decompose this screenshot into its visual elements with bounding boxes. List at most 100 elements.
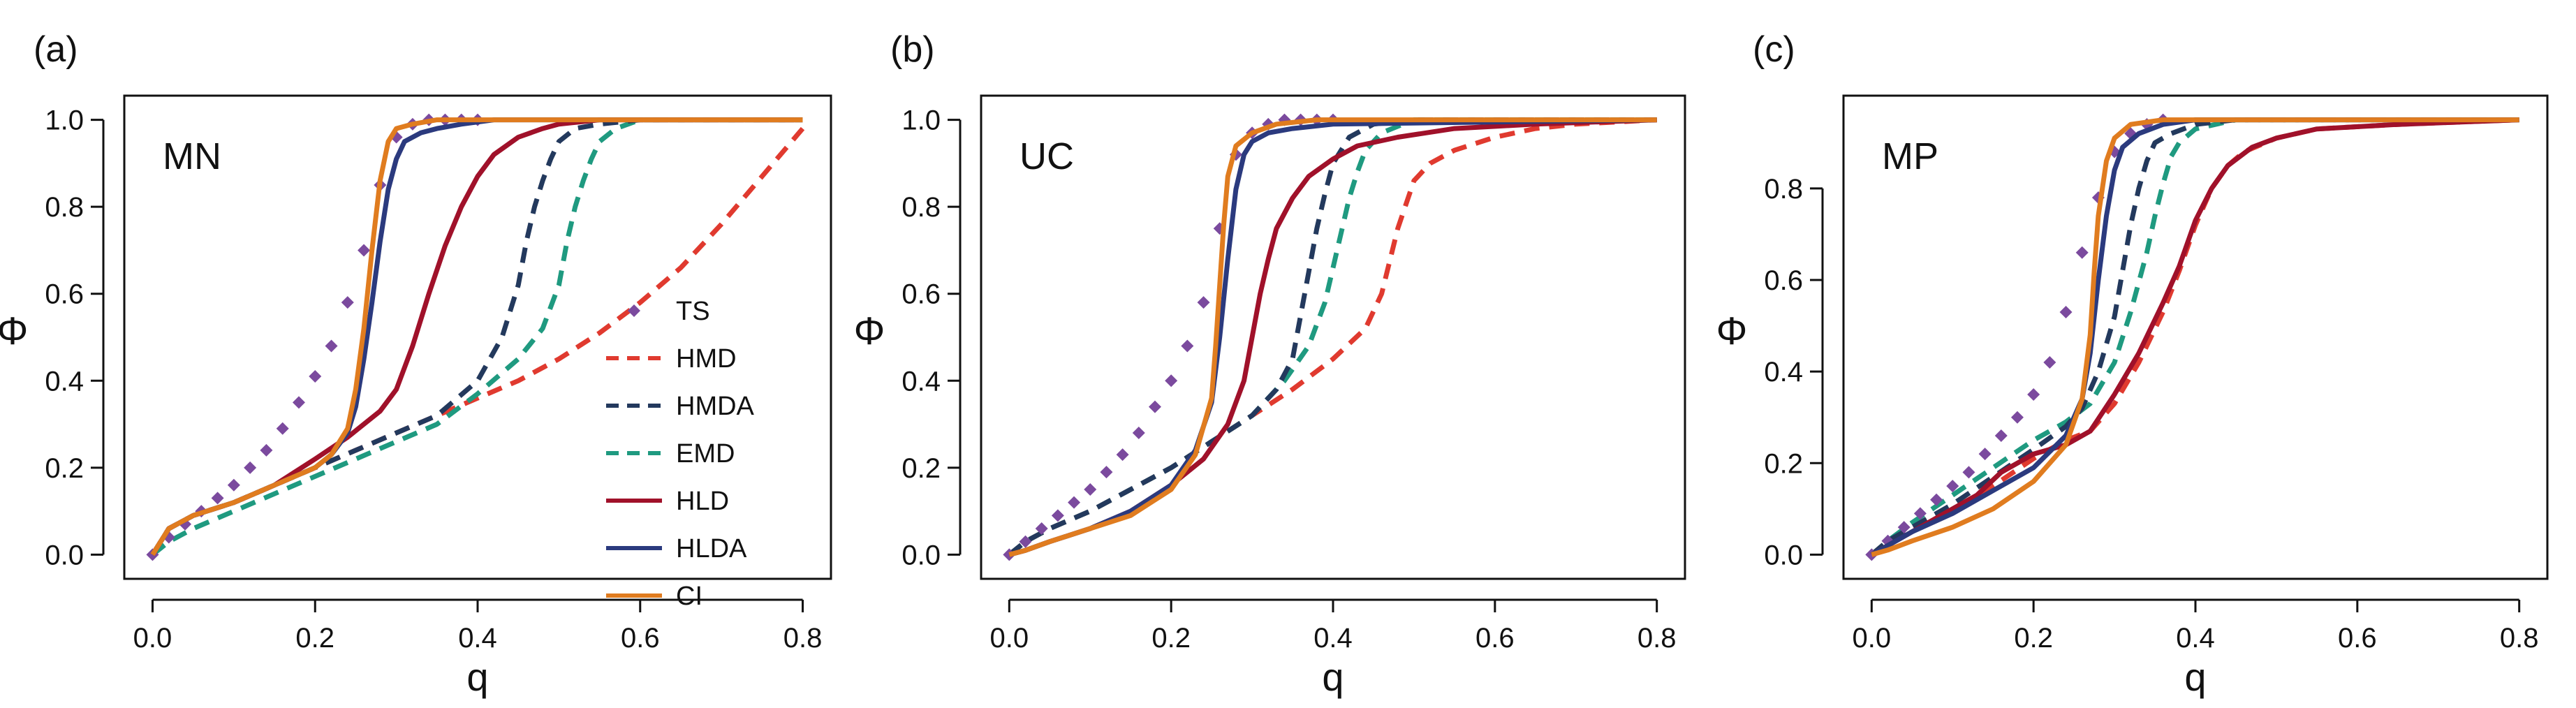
y-tick-label: 1.0: [901, 105, 941, 136]
y-tick-label: 0.6: [901, 279, 941, 310]
ts-point: [341, 296, 354, 309]
series-line-hmd: [1870, 117, 2519, 557]
y-tick-label: 0.0: [1764, 540, 1803, 570]
series-line-hld: [1008, 117, 1657, 557]
ts-point: [1084, 482, 1097, 496]
ts-point: [276, 422, 289, 435]
series-line-hmda: [1008, 117, 1657, 557]
legend-swatch-ts: [628, 304, 640, 317]
x-tick-label: 0.0: [1853, 623, 1892, 654]
ts-point: [2027, 388, 2040, 401]
y-tick-label: 0.8: [45, 192, 84, 223]
panel-mn: (a) MN 0.0 0.2 0.4 0.6 0.8 q 0.0 0.2 0.4 0.6 0.8 1.0 Φ…: [0, 29, 832, 699]
ts-point: [1148, 400, 1161, 413]
legend: TS HMD HMDA EMD HLD HLDA CI: [606, 297, 755, 611]
legend-label-ci: CI: [676, 582, 702, 611]
y-tick-label: 0.0: [45, 540, 84, 570]
ts-point: [1116, 448, 1129, 462]
x-axis-label: q: [2184, 655, 2206, 699]
y-tick-label: 0.8: [1764, 174, 1803, 205]
y-tick-label: 0.4: [1764, 357, 1803, 388]
legend-label-hlda: HLDA: [676, 534, 747, 563]
ts-point: [1100, 466, 1113, 479]
x-tick-label: 0.0: [990, 623, 1029, 654]
x-tick-label: 0.4: [1313, 623, 1353, 654]
ts-point: [325, 339, 338, 353]
series-line-hlda: [1008, 117, 1657, 557]
panel-tag: (b): [890, 29, 935, 70]
series-group: [1003, 113, 1657, 561]
series-line-emd: [1870, 117, 2519, 557]
series-line-emd: [151, 117, 803, 557]
ts-point: [2075, 246, 2089, 259]
x-tick-label: 0.4: [458, 623, 497, 654]
plot-frame: [980, 94, 1686, 580]
ts-point: [358, 244, 371, 257]
y-tick-label: 0.8: [901, 192, 941, 223]
x-tick-label: 0.6: [2338, 623, 2377, 654]
series-line-ci: [1008, 117, 1657, 557]
ts-point: [1946, 480, 1959, 493]
legend-label-hld: HLD: [676, 487, 729, 516]
panel-uc: (b) UC 0.0 0.2 0.4 0.6 0.8 q 0.0 0.2 0.4 0.6 0.8 1.0 Φ: [854, 29, 1686, 699]
series-line-hlda: [1870, 117, 2519, 557]
ts-point: [1930, 493, 1943, 506]
ts-point: [1019, 535, 1032, 548]
y-tick-label: 0.6: [1764, 265, 1803, 296]
x-tick-label: 0.8: [2500, 623, 2539, 654]
y-tick-label: 0.4: [901, 366, 941, 397]
y-tick-label: 0.4: [45, 366, 84, 397]
ts-point: [2010, 411, 2024, 424]
x-axis-label: q: [1322, 655, 1344, 699]
ts-point: [1165, 374, 1178, 388]
x-tick-label: 0.8: [783, 623, 823, 654]
y-axis-label: Φ: [0, 309, 28, 353]
network-name: MP: [1882, 135, 1938, 177]
x-tick-label: 0.0: [133, 623, 172, 654]
ts-point: [1068, 496, 1081, 509]
y-axis-label: Φ: [854, 309, 885, 353]
network-name: MN: [163, 135, 221, 177]
ts-point: [227, 478, 240, 492]
ts-point: [260, 443, 273, 457]
x-tick-label: 0.8: [1637, 623, 1677, 654]
ts-point: [292, 396, 305, 409]
ts-point: [244, 461, 257, 474]
y-axis-label: Φ: [1716, 309, 1748, 353]
series-group: [146, 113, 805, 561]
ts-point: [1132, 427, 1145, 440]
legend-label-emd: EMD: [676, 439, 735, 469]
plot-frame: [123, 94, 832, 580]
series-line-emd: [1008, 117, 1657, 557]
x-tick-label: 0.6: [1475, 623, 1515, 654]
series-line-ci: [1871, 117, 2519, 557]
ts-point: [1051, 509, 1064, 522]
ts-point: [1035, 522, 1048, 536]
x-axis-label: q: [466, 655, 488, 699]
y-tick-label: 0.2: [1764, 448, 1803, 479]
x-tick-label: 0.2: [295, 623, 334, 654]
x-tick-label: 0.2: [2014, 623, 2053, 654]
y-tick-label: 0.2: [901, 453, 941, 484]
series-line-hld: [1870, 117, 2519, 557]
ts-point: [211, 492, 224, 505]
y-tick-label: 1.0: [45, 105, 84, 136]
y-tick-label: 0.6: [45, 279, 84, 310]
ts-point: [1181, 339, 1194, 353]
series-line-ci: [150, 117, 803, 556]
ts-point: [309, 370, 322, 383]
y-tick-label: 0.0: [901, 540, 941, 570]
series-line-hmd: [1008, 117, 1657, 557]
panel-mp: (c) MP 0.0 0.2 0.4 0.6 0.8 q 0.0 0.2 0.4 0.6 0.8 Φ: [1716, 29, 2549, 699]
x-tick-label: 0.4: [2176, 623, 2215, 654]
legend-label-hmda: HMDA: [676, 392, 755, 421]
ts-point: [1962, 466, 1975, 479]
series-line-hmda: [1870, 117, 2519, 557]
ts-point: [2043, 356, 2056, 369]
ts-point: [1978, 448, 1992, 461]
ts-point: [1897, 521, 1911, 534]
panel-tag: (c): [1753, 29, 1795, 70]
ts-point: [1197, 296, 1210, 309]
legend-label-hmd: HMD: [676, 344, 737, 374]
